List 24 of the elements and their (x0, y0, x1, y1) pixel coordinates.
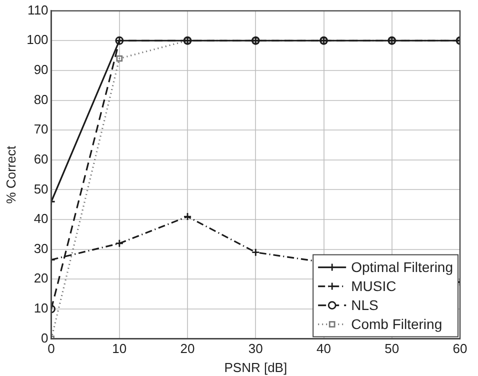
y-tick-label: 60 (34, 151, 48, 166)
y-tick-label: 90 (34, 62, 48, 78)
x-tick-label: 40 (316, 341, 331, 356)
legend-label: Optimal Filtering (351, 259, 454, 276)
legend-label: NLS (351, 297, 378, 314)
y-tick-label: 40 (34, 211, 48, 226)
y-tick-label: 10 (34, 300, 48, 316)
y-tick-label: 20 (34, 270, 48, 286)
x-tick-label: 60 (452, 341, 468, 356)
y-axis-title: % Correct (3, 146, 18, 204)
legend-label: Comb Filtering (351, 316, 442, 332)
x-tick-label: 30 (248, 341, 263, 356)
y-tick-label: 30 (34, 240, 48, 256)
y-tick-label: 80 (34, 92, 48, 107)
y-tick-label: 100 (26, 32, 48, 48)
y-tick-label: 110 (28, 2, 48, 18)
y-tick-label: 0 (41, 330, 48, 346)
x-axis-title: PSNR [dB] (224, 360, 288, 375)
legend-label: MUSIC (351, 278, 396, 294)
x-tick-label: 10 (112, 341, 127, 356)
x-tick-label: 50 (384, 341, 400, 356)
y-tick-label: 50 (34, 181, 48, 196)
x-tick-label: 20 (180, 341, 195, 356)
y-tick-label: 70 (34, 122, 48, 137)
